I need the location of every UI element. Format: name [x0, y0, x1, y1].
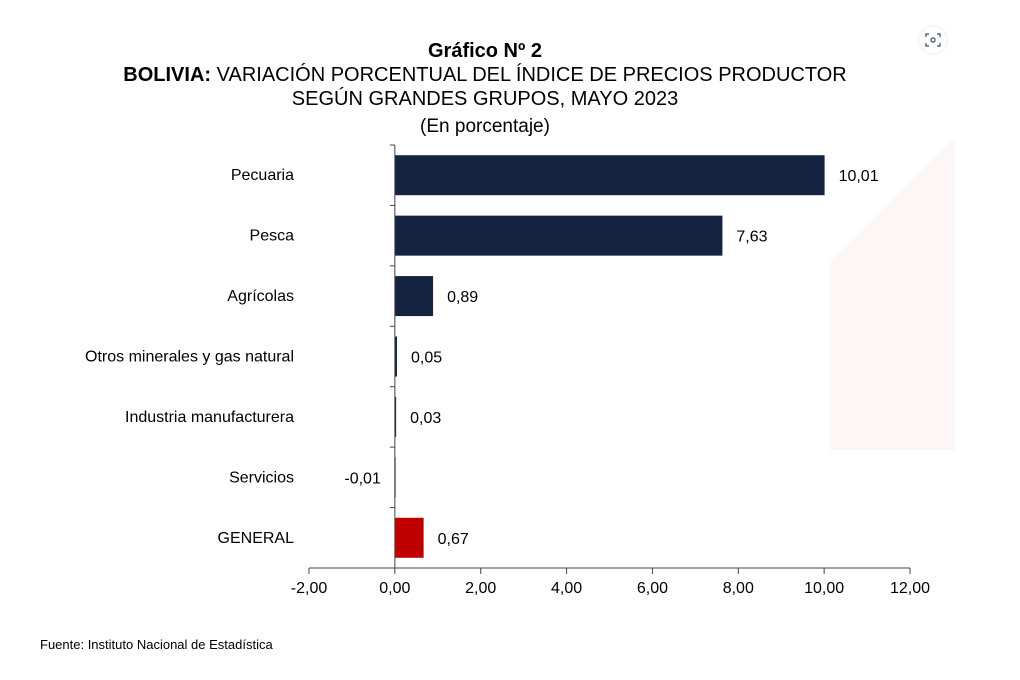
chart-title-number: Gráfico Nº 2 [427, 40, 542, 62]
bar-3 [394, 336, 398, 377]
data-label: 0,67 [438, 531, 469, 548]
bar-2 [394, 276, 434, 317]
visual-search-icon [925, 33, 941, 47]
data-label: -0,01 [344, 470, 381, 487]
title-text: VARIACIÓN PORCENTUAL DEL ÍNDICE DE PRECI… [211, 64, 847, 86]
title-country: BOLIVIA: [123, 64, 212, 86]
category-label: Industria manufacturera [125, 409, 294, 426]
category-label: Agrícolas [227, 288, 294, 305]
bar-0 [394, 155, 825, 196]
data-label: 7,63 [736, 229, 767, 246]
visual-search-button[interactable] [920, 27, 946, 53]
x-tick-label: 10,00 [804, 580, 844, 597]
background-decoration [830, 50, 955, 450]
x-tick-label: 6,00 [637, 580, 668, 597]
x-tick-label: -2,00 [291, 580, 328, 597]
data-label: 0,89 [447, 289, 478, 306]
source-note: Fuente: Instituto Nacional de Estadístic… [40, 637, 273, 652]
data-label: 0,03 [410, 410, 441, 427]
data-label: 0,05 [411, 350, 442, 367]
bar-1 [394, 215, 723, 256]
x-tick-label: 0,00 [379, 580, 410, 597]
chart-title-line3: SEGÚN GRANDES GRUPOS, MAYO 2023 [291, 88, 679, 110]
category-label: Pesca [250, 228, 295, 245]
x-tick-label: 12,00 [890, 580, 930, 597]
category-label: Pecuaria [231, 167, 294, 184]
category-label: Otros minerales y gas natural [85, 349, 294, 366]
bar-6 [394, 517, 424, 558]
data-label: 10,01 [839, 168, 879, 185]
x-tick-label: 8,00 [723, 580, 754, 597]
category-label: GENERAL [218, 530, 295, 547]
chart-subtitle: (En porcentaje) [420, 116, 550, 137]
chart-title: BOLIVIA: VARIACIÓN PORCENTUAL DEL ÍNDICE… [0, 64, 970, 87]
x-tick-label: 4,00 [551, 580, 582, 597]
bar-4 [394, 396, 397, 437]
x-tick-label: 2,00 [465, 580, 496, 597]
category-label: Servicios [229, 469, 294, 486]
